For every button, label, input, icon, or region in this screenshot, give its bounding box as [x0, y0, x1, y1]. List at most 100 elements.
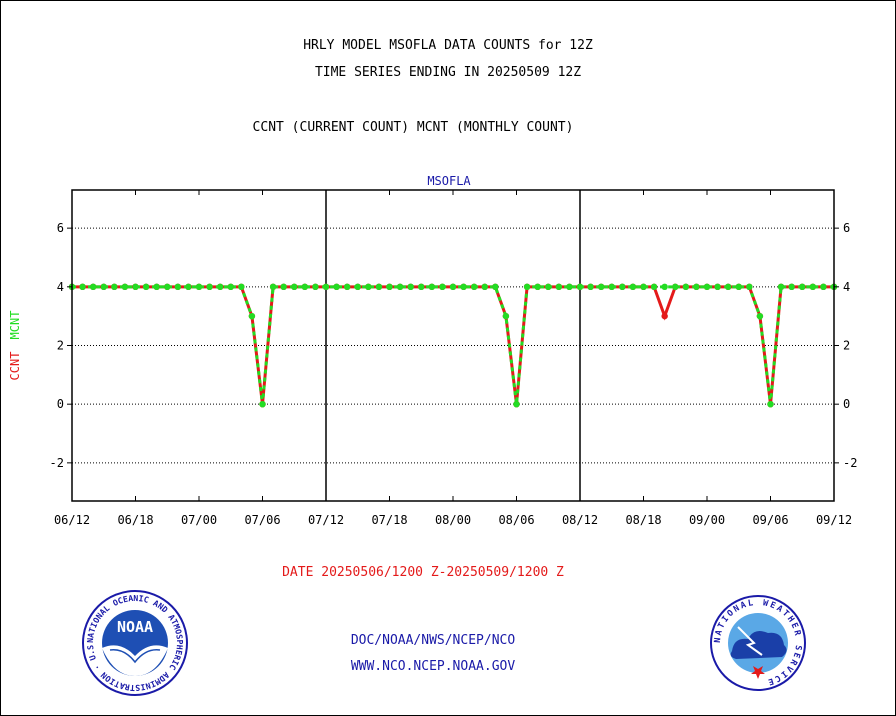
- title-line-1: HRLY MODEL MSOFLA DATA COUNTS for 12Z: [303, 38, 593, 53]
- data-point-mcnt: [820, 283, 827, 291]
- y-tick-label-right: 4: [843, 280, 850, 294]
- data-point-mcnt: [534, 283, 541, 291]
- data-point-ccnt: [661, 312, 668, 320]
- data-point-mcnt: [714, 283, 721, 291]
- series: [68, 283, 838, 408]
- x-tick-label: 06/12: [54, 513, 90, 527]
- data-point-mcnt: [799, 283, 806, 291]
- data-point-mcnt: [460, 283, 467, 291]
- chart-title: MSOFLA: [427, 174, 471, 188]
- data-point-mcnt: [693, 283, 700, 291]
- data-point-mcnt: [418, 283, 425, 291]
- y-axis-label-ccnt: CCNT: [8, 352, 22, 381]
- data-point-mcnt: [449, 283, 457, 291]
- data-point-mcnt: [545, 283, 552, 291]
- data-point-mcnt: [513, 400, 520, 408]
- data-point-mcnt: [238, 283, 245, 291]
- title-line-2: TIME SERIES ENDING IN 20250509 12Z: [314, 65, 582, 80]
- data-point-mcnt: [661, 283, 668, 291]
- date-range: DATE 20250506/1200 Z-20250509/1200 Z: [282, 565, 564, 580]
- x-tick-label: 07/00: [181, 513, 217, 527]
- data-point-mcnt: [79, 283, 86, 291]
- grid: [72, 190, 834, 501]
- x-tick-label: 06/18: [117, 513, 153, 527]
- y-tick-label-left: -2: [50, 456, 64, 470]
- data-point-mcnt: [428, 283, 436, 291]
- x-tick-label: 09/06: [752, 513, 788, 527]
- data-point-mcnt: [767, 400, 774, 408]
- data-point-mcnt: [481, 283, 488, 291]
- data-point-mcnt: [301, 283, 309, 291]
- data-point-mcnt: [650, 283, 658, 291]
- data-point-mcnt: [121, 283, 129, 291]
- y-tick-label-right: -2: [843, 456, 857, 470]
- data-point-mcnt: [111, 283, 118, 291]
- data-point-mcnt: [439, 283, 446, 291]
- data-point-mcnt: [619, 283, 626, 291]
- data-point-mcnt: [587, 283, 594, 291]
- website-link[interactable]: WWW.NCO.NCEP.NOAA.GOV: [350, 659, 516, 674]
- data-point-mcnt: [597, 283, 605, 291]
- data-point-mcnt: [280, 283, 287, 291]
- data-point-mcnt: [809, 283, 817, 291]
- data-point-mcnt: [470, 283, 478, 291]
- data-point-mcnt: [343, 283, 351, 291]
- y-tick-label-right: 6: [843, 221, 850, 235]
- x-tick-label: 09/00: [689, 513, 725, 527]
- title-line-3: CCNT (CURRENT COUNT) MCNT (MONTHLY COUNT…: [252, 120, 574, 135]
- data-point-mcnt: [365, 283, 372, 291]
- data-point-mcnt: [682, 283, 690, 291]
- y-tick-label-left: 2: [57, 339, 64, 353]
- data-point-mcnt: [724, 283, 732, 291]
- data-point-mcnt: [502, 312, 510, 320]
- data-point-mcnt: [566, 283, 573, 291]
- data-point-mcnt: [396, 283, 404, 291]
- data-point-mcnt: [248, 312, 256, 320]
- data-point-mcnt: [703, 283, 711, 291]
- x-tick-label: 09/12: [816, 513, 852, 527]
- data-point-mcnt: [174, 283, 182, 291]
- data-point-mcnt: [100, 283, 107, 291]
- data-point-mcnt: [640, 283, 647, 291]
- data-point-mcnt: [206, 283, 213, 291]
- data-point-mcnt: [322, 283, 330, 291]
- noaa-logo-text: NOAA: [117, 618, 153, 636]
- y-tick-label-left: 0: [57, 397, 64, 411]
- data-point-mcnt: [312, 283, 319, 291]
- data-point-mcnt: [132, 283, 139, 291]
- y-tick-label-right: 0: [843, 397, 850, 411]
- x-tick-label: 08/06: [498, 513, 534, 527]
- data-point-mcnt: [354, 283, 361, 291]
- x-tick-label: 07/18: [371, 513, 407, 527]
- data-point-mcnt: [164, 283, 171, 291]
- data-point-mcnt: [227, 283, 234, 291]
- data-point-mcnt: [788, 283, 795, 291]
- data-point-mcnt: [216, 283, 224, 291]
- data-point-mcnt: [672, 283, 679, 291]
- y-tick-label-right: 2: [843, 339, 850, 353]
- y-axis-label-mcnt: MCNT: [8, 311, 22, 340]
- noaa-logo: NATIONAL OCEANIC AND ATMOSPHERIC ADMINIS…: [80, 588, 188, 696]
- x-tick-label: 08/12: [562, 513, 598, 527]
- data-point-mcnt: [375, 283, 383, 291]
- data-point-mcnt: [259, 400, 266, 408]
- data-point-mcnt: [195, 283, 203, 291]
- y-tick-label-left: 4: [57, 280, 64, 294]
- data-point-mcnt: [576, 283, 584, 291]
- x-tick-label: 08/18: [625, 513, 661, 527]
- data-point-mcnt: [407, 283, 414, 291]
- chart: MSOFLA CCNT MCNT -2 -2 0 0 2 2 4 4 6 6 06/12 06/18 0…: [8, 174, 857, 527]
- data-point-mcnt: [89, 283, 97, 291]
- x-tick-label: 07/06: [244, 513, 280, 527]
- data-point-mcnt: [746, 283, 753, 291]
- data-point-mcnt: [333, 283, 340, 291]
- x-tick-label: 07/12: [308, 513, 344, 527]
- data-point-mcnt: [629, 283, 637, 291]
- data-point-mcnt: [153, 283, 160, 291]
- data-point-mcnt: [735, 283, 742, 291]
- data-point-mcnt: [523, 283, 531, 291]
- data-point-mcnt: [777, 283, 785, 291]
- data-point-mcnt: [386, 283, 393, 291]
- nws-logo: NATIONAL WEATHER SERVICE: [710, 595, 806, 691]
- data-point-mcnt: [269, 283, 277, 291]
